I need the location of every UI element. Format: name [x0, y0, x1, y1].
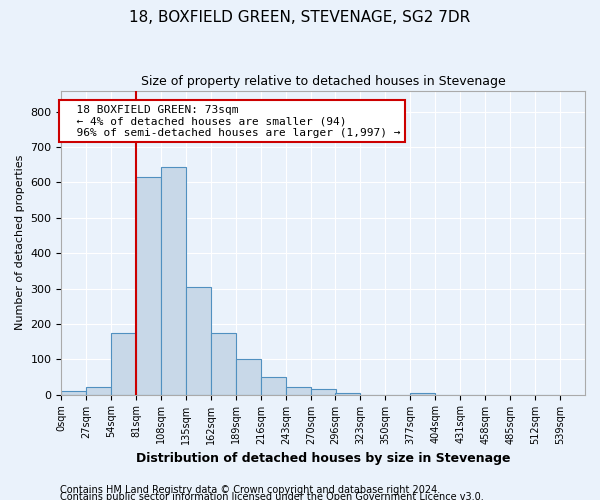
Text: Contains public sector information licensed under the Open Government Licence v3: Contains public sector information licen… [60, 492, 484, 500]
Bar [112, 332, 136, 394]
Title: Size of property relative to detached houses in Stevenage: Size of property relative to detached ho… [141, 75, 506, 88]
Bar [211, 332, 236, 394]
Bar [311, 390, 336, 394]
Bar [161, 166, 186, 394]
Bar [61, 391, 86, 394]
Bar [286, 388, 311, 394]
Y-axis label: Number of detached properties: Number of detached properties [15, 155, 25, 330]
Bar [335, 393, 360, 394]
Bar [236, 359, 261, 394]
Bar [86, 388, 112, 394]
X-axis label: Distribution of detached houses by size in Stevenage: Distribution of detached houses by size … [136, 452, 511, 465]
Text: Contains HM Land Registry data © Crown copyright and database right 2024.: Contains HM Land Registry data © Crown c… [60, 485, 440, 495]
Bar [136, 177, 161, 394]
Bar [410, 393, 435, 394]
Bar [261, 377, 286, 394]
Bar [186, 287, 211, 395]
Text: 18 BOXFIELD GREEN: 73sqm
  ← 4% of detached houses are smaller (94)
  96% of sem: 18 BOXFIELD GREEN: 73sqm ← 4% of detache… [63, 104, 401, 138]
Text: 18, BOXFIELD GREEN, STEVENAGE, SG2 7DR: 18, BOXFIELD GREEN, STEVENAGE, SG2 7DR [130, 10, 470, 25]
